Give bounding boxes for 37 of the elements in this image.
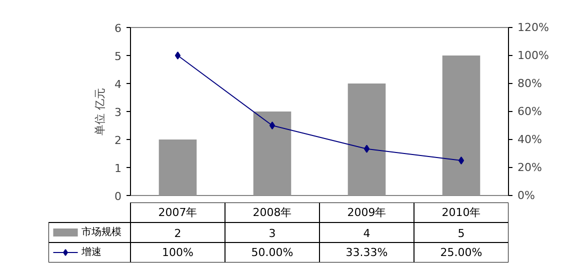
bar (253, 112, 292, 196)
y-tick-label: 0 (114, 190, 122, 203)
y2-tick-label: 60% (518, 105, 542, 118)
bar (348, 84, 386, 196)
x-tick-label: 2007年 (158, 206, 198, 219)
data-label: 3 (268, 227, 276, 240)
point (174, 52, 181, 60)
y2-tick-label: 20% (518, 161, 542, 174)
x-tick-label: 2010年 (442, 206, 481, 219)
y2-tick-label: 40% (518, 133, 542, 146)
data-label: 5 (458, 227, 465, 240)
data-label: 4 (363, 227, 370, 240)
y-tick-label: 1 (114, 162, 122, 175)
y-tick-label: 5 (114, 50, 122, 63)
y2-tick-label: 0% (518, 189, 535, 202)
legend-label: 市场规模 (82, 226, 122, 238)
x-tick-label: 2008年 (252, 206, 292, 219)
y2-tick-label: 100% (518, 49, 549, 62)
y2-tick-label: 80% (518, 77, 542, 90)
y-tick-label: 3 (114, 106, 122, 119)
bar (158, 140, 197, 196)
data-label: 2 (174, 227, 182, 240)
y-axis-title: 单位 亿元 (94, 88, 106, 136)
y-tick-label: 4 (114, 78, 122, 91)
data-label: 100% (162, 246, 194, 259)
x-tick-label: 2009年 (347, 206, 386, 219)
point (458, 156, 464, 164)
data-label: 33.33% (346, 246, 388, 259)
data-label: 50.00% (251, 246, 294, 259)
point (364, 144, 370, 153)
point (269, 122, 276, 130)
y2-tick-label: 120% (518, 21, 549, 34)
bar (442, 56, 480, 196)
legend-label: 增速 (80, 246, 102, 258)
y-tick-label: 2 (114, 134, 122, 147)
y-tick-label: 6 (114, 22, 122, 35)
data-label: 25.00% (440, 246, 482, 259)
